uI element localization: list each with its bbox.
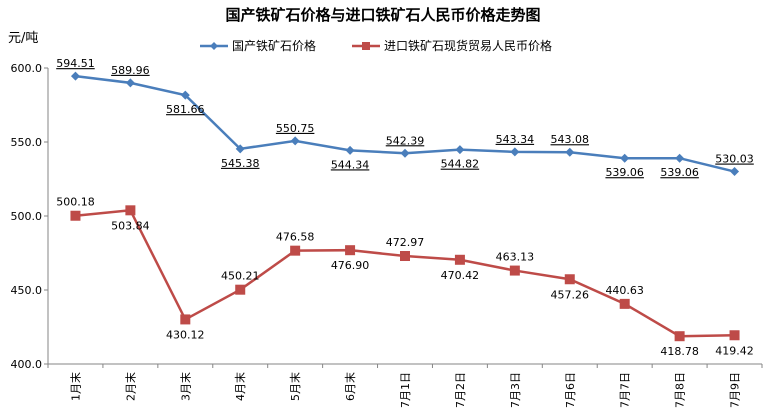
series-import: 500.18 503.84 430.12 450.21 476.58 476.90 472.… [56,196,754,358]
data-point [345,245,356,256]
data-point [509,265,520,276]
x-tick-label: 6月末 [343,372,357,401]
legend-marker-diamond [210,42,218,50]
data-label: 470.42 [441,269,480,282]
data-point [400,148,410,158]
legend-item: 国产铁矿石价格 [200,38,316,53]
data-label: 418.78 [660,345,699,358]
y-tick-label: 550.0 [11,136,43,149]
x-tick-label: 5月末 [288,372,302,401]
data-point [235,144,245,154]
data-label: 450.21 [221,270,260,283]
series-line [75,208,735,338]
legend-label: 国产铁矿石价格 [232,38,316,53]
data-label: 503.84 [111,219,150,232]
data-label: 472.97 [386,236,425,249]
data-point [730,167,740,177]
data-point [180,90,190,100]
x-tick-label: 2月末 [123,372,137,401]
data-point [455,145,465,155]
axes: 400.0 450.0 500.0 550.0 600.0 1月末 2月末 3月末 4月末 5月末… [11,62,763,408]
data-point [345,145,355,155]
y-tick-label: 450.0 [11,284,43,297]
data-point [70,210,81,221]
data-label: 545.38 [221,157,260,170]
data-point [619,298,630,309]
data-label: 539.06 [660,166,699,179]
data-point [620,153,630,163]
x-tick-label: 7月6日 [564,372,577,408]
data-label: 539.06 [605,166,644,179]
x-tick-label: 1月末 [68,372,82,401]
x-tick-label: 7月1日 [399,372,412,408]
data-point [510,147,520,157]
data-point [290,245,301,256]
data-label: 476.58 [276,231,315,244]
data-point [674,331,685,342]
data-point [125,205,136,216]
data-label: 589.96 [111,64,150,77]
data-label: 463.13 [496,251,535,264]
data-label: 543.34 [496,133,535,146]
x-tick-label: 3月末 [178,372,192,401]
data-point [290,136,300,146]
series-layer: 594.51 589.96 581.66 545.38 550.75 544.34 542.… [56,57,754,358]
x-tick-label: 4月末 [233,372,247,401]
data-point [729,330,740,341]
data-point [454,254,465,265]
data-point [675,153,685,163]
x-tick-label: 7月7日 [619,372,632,408]
legend-marker-square [362,42,370,50]
chart-title: 国产铁矿石价格与进口铁矿石人民币价格走势图 [225,6,540,24]
data-label: 544.82 [441,158,480,171]
data-point [400,251,410,262]
data-point [70,71,80,81]
data-label: 543.08 [551,133,590,146]
x-tick-label: 7月8日 [674,372,687,408]
x-tick-label: 7月3日 [509,372,522,408]
data-label: 594.51 [56,57,95,70]
data-label: 530.03 [715,153,754,166]
data-label: 581.66 [166,103,205,116]
series-domestic: 594.51 589.96 581.66 545.38 550.75 544.34 542.… [56,57,754,179]
data-point [180,314,191,325]
data-label: 419.42 [715,344,754,357]
y-axis-unit-label: 元/吨 [8,31,38,46]
data-label: 544.34 [331,158,370,171]
legend: 国产铁矿石价格 进口铁矿石现货贸易人民币价格 [200,38,552,53]
legend-label: 进口铁矿石现货贸易人民币价格 [384,38,552,53]
data-point [235,284,246,295]
data-label: 430.12 [166,328,205,341]
y-tick-label: 500.0 [11,210,43,223]
x-tick-label: 7月9日 [729,372,742,408]
x-tick-label: 7月2日 [454,372,467,408]
data-label: 440.63 [605,284,644,297]
data-point [125,78,135,88]
data-label: 542.39 [386,134,425,147]
data-label: 550.75 [276,122,315,135]
y-tick-label: 400.0 [11,358,43,371]
data-point [564,274,575,285]
data-label: 457.26 [551,288,590,301]
data-label: 500.18 [56,196,95,209]
data-point [565,147,575,157]
legend-item: 进口铁矿石现货贸易人民币价格 [352,38,552,53]
data-label: 476.90 [331,259,370,272]
y-tick-label: 600.0 [11,62,43,75]
